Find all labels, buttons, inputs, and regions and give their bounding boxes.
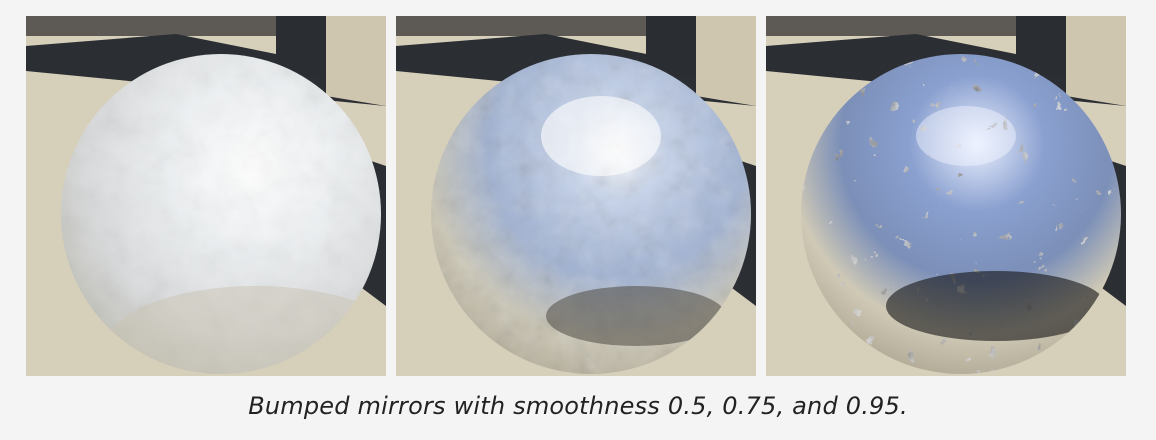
- render-panel-smoothness-0-95: [766, 16, 1126, 376]
- render-panel-smoothness-0-75: [396, 16, 756, 376]
- figure-panels: [26, 16, 1126, 376]
- bumped-mirror-sphere-render: [26, 16, 386, 376]
- bumped-mirror-sphere-render: [766, 16, 1126, 376]
- bumped-mirror-sphere-render: [396, 16, 756, 376]
- render-panel-smoothness-0-5: [26, 16, 386, 376]
- figure-caption: Bumped mirrors with smoothness 0.5, 0.75…: [248, 392, 908, 420]
